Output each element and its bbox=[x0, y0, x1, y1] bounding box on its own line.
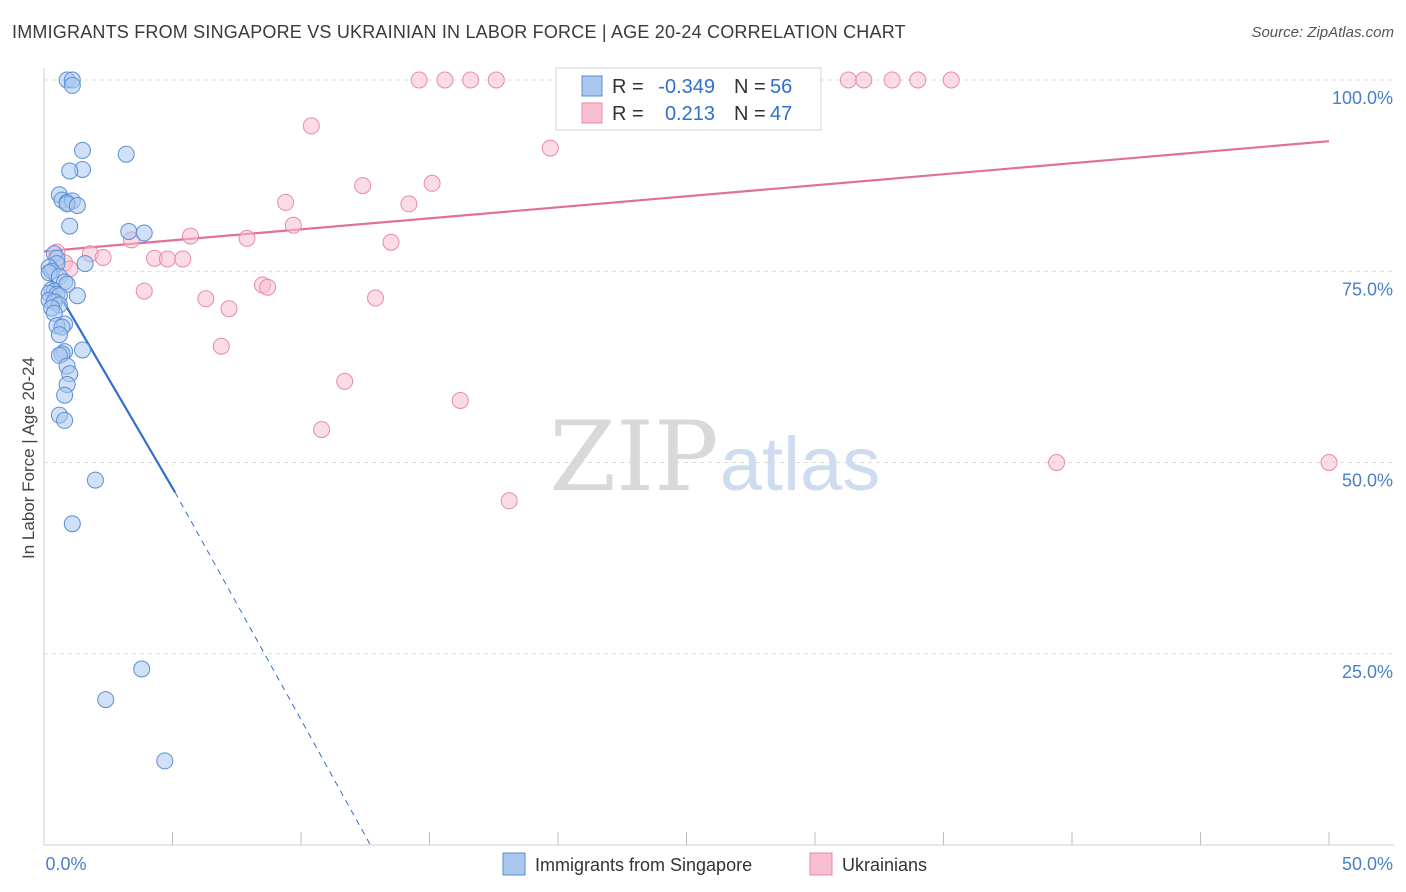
x-axis-ticks bbox=[172, 832, 1330, 845]
legend-singapore-label: Immigrants from Singapore bbox=[535, 855, 752, 875]
singapore-trend-extension bbox=[174, 492, 371, 846]
ukrainian-r-label: R = bbox=[612, 103, 644, 125]
legend-ukrainian-label: Ukrainians bbox=[842, 855, 927, 875]
ukrainian-point bbox=[883, 71, 901, 89]
legend-ukrainian-swatch bbox=[809, 852, 833, 876]
singapore-point bbox=[74, 141, 91, 159]
watermark-zip: ZIP bbox=[549, 401, 718, 513]
singapore-point bbox=[86, 471, 104, 489]
ukrainian-point bbox=[212, 337, 230, 355]
series-legend: Immigrants from Singapore Ukrainians bbox=[502, 852, 927, 876]
singapore-point bbox=[97, 691, 115, 709]
ukrainian-point bbox=[182, 227, 199, 245]
singapore-r-label: R = bbox=[612, 76, 644, 98]
singapore-n-value: 56 bbox=[770, 76, 792, 98]
ukrainian-point bbox=[400, 195, 418, 213]
singapore-point bbox=[68, 197, 86, 214]
ukrainian-point bbox=[500, 492, 518, 510]
ukrainian-point bbox=[94, 249, 112, 266]
ukrainian-point bbox=[367, 289, 384, 307]
ukrainian-point bbox=[382, 233, 400, 251]
singapore-point bbox=[117, 145, 135, 163]
singapore-point bbox=[156, 752, 174, 770]
ukrainian-point bbox=[855, 71, 873, 89]
ukrainian-point bbox=[313, 421, 331, 439]
ukrainian-point bbox=[1320, 454, 1338, 471]
singapore-point bbox=[135, 224, 153, 242]
ukrainian-point bbox=[354, 177, 372, 195]
ukrainian-point bbox=[302, 117, 320, 135]
x-tick-label: 50.0% bbox=[1342, 854, 1393, 874]
singapore-point bbox=[76, 255, 94, 273]
y-tick-label: 25.0% bbox=[1342, 662, 1393, 682]
ukrainian-point bbox=[451, 392, 469, 409]
source-label: Source: ZipAtlas.com bbox=[1251, 24, 1394, 41]
ukrainian-point bbox=[174, 250, 192, 268]
singapore-n-label: N = bbox=[734, 76, 766, 98]
grid-lines bbox=[44, 79, 1394, 655]
y-tick-label: 75.0% bbox=[1342, 279, 1393, 299]
ukrainian-point bbox=[158, 250, 176, 268]
ukrainian-point bbox=[462, 71, 480, 89]
legend-singapore-swatch bbox=[502, 852, 526, 876]
ukrainian-point bbox=[259, 278, 277, 296]
ukrainian-swatch bbox=[581, 102, 603, 124]
y-tick-labels: 100.0% 75.0% 50.0% 25.0% bbox=[1332, 88, 1393, 682]
y-tick-label: 100.0% bbox=[1332, 88, 1393, 108]
chart-title: IMMIGRANTS FROM SINGAPORE VS UKRAINIAN I… bbox=[12, 22, 906, 42]
singapore-point bbox=[61, 217, 79, 235]
ukrainian-point bbox=[238, 229, 256, 247]
ukrainian-trend-line bbox=[43, 140, 1330, 253]
ukrainian-point bbox=[839, 71, 857, 89]
x-tick-label: 0.0% bbox=[45, 854, 86, 874]
ukrainian-point bbox=[541, 139, 559, 157]
ukrainian-point bbox=[336, 372, 354, 390]
singapore-point bbox=[74, 341, 91, 359]
ukrainian-point bbox=[277, 193, 295, 211]
axes bbox=[43, 68, 1394, 846]
ukrainian-point bbox=[487, 71, 505, 89]
singapore-point bbox=[68, 287, 86, 305]
ukrainian-n-label: N = bbox=[734, 103, 766, 125]
ukrainian-point bbox=[220, 300, 238, 318]
watermark-atlas: atlas bbox=[720, 422, 881, 507]
ukrainian-point bbox=[1048, 454, 1066, 471]
x-tick-labels: 0.0% 50.0% bbox=[45, 854, 1393, 874]
y-axis-label: In Labor Force | Age 20-24 bbox=[19, 357, 38, 559]
ukrainian-point bbox=[423, 174, 441, 192]
ukrainian-point bbox=[284, 216, 302, 234]
ukrainian-point bbox=[909, 71, 927, 89]
singapore-point bbox=[61, 162, 79, 180]
singapore-swatch bbox=[581, 75, 603, 97]
ukrainian-point bbox=[942, 71, 960, 89]
ukrainian-n-value: 47 bbox=[770, 103, 792, 125]
singapore-point bbox=[56, 411, 74, 429]
ukrainian-point bbox=[135, 282, 153, 300]
singapore-point bbox=[50, 326, 68, 344]
singapore-point bbox=[120, 223, 138, 240]
singapore-point bbox=[63, 515, 81, 533]
ukrainian-point bbox=[197, 290, 215, 308]
ukrainian-r-value: 0.213 bbox=[665, 103, 715, 125]
ukrainian-point bbox=[410, 71, 428, 89]
singapore-r-value: -0.349 bbox=[658, 76, 715, 98]
data-points bbox=[40, 71, 1338, 770]
singapore-point bbox=[56, 386, 74, 404]
singapore-point bbox=[133, 660, 151, 678]
singapore-point bbox=[63, 76, 81, 94]
ukrainian-point bbox=[436, 71, 454, 89]
stats-legend: R = -0.349 N = 56 R = 0.213 N = 47 bbox=[555, 67, 822, 131]
y-tick-label: 50.0% bbox=[1342, 471, 1393, 491]
watermark: ZIP atlas bbox=[549, 401, 880, 513]
